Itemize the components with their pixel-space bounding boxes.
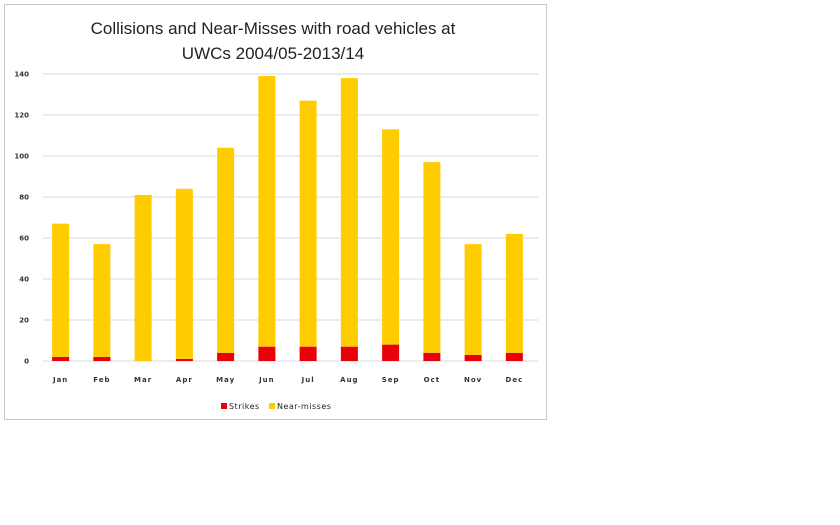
x-tick-label-apr: Apr [176, 376, 193, 384]
y-tick-label: 80 [19, 194, 29, 202]
bar-near-misses-feb [93, 244, 111, 357]
bar-strikes-dec [505, 352, 523, 361]
y-tick-label: 20 [19, 317, 29, 325]
bar-near-misses-oct [423, 162, 441, 353]
legend-swatch-strikes [221, 403, 227, 409]
bar-strikes-oct [423, 352, 441, 361]
y-tick-label: 0 [24, 358, 29, 366]
chart-svg: Collisions and Near-Misses with road veh… [14, 19, 538, 411]
bar-strikes-jul [299, 346, 317, 361]
legend: Strikes Near-misses [221, 402, 331, 411]
chart-frame: Collisions and Near-Misses with road veh… [4, 4, 547, 420]
bar-strikes-may [217, 352, 235, 361]
bar-strikes-sep [382, 344, 400, 361]
x-tick-label-sep: Sep [382, 376, 400, 384]
y-tick-label: 40 [19, 276, 29, 284]
bar-near-misses-nov [464, 244, 482, 355]
bar-near-misses-dec [505, 233, 523, 353]
x-tick-label-jan: Jan [52, 376, 68, 384]
bar-strikes-jan [52, 356, 70, 361]
bar-near-misses-apr [175, 188, 193, 359]
legend-label-near-misses: Near-misses [277, 402, 331, 411]
bar-strikes-aug [340, 346, 358, 361]
bar-near-misses-mar [134, 194, 152, 361]
bar-strikes-feb [93, 356, 111, 361]
y-tick-labels: 0 20 40 60 80 100 120 140 [14, 71, 29, 366]
bar-strikes-nov [464, 354, 482, 361]
bars [52, 76, 523, 361]
bar-strikes-apr [175, 358, 193, 361]
gridlines [43, 73, 538, 362]
y-tick-label: 120 [14, 112, 29, 120]
x-tick-label-mar: Mar [134, 376, 152, 384]
x-tick-label-may: May [216, 376, 235, 384]
legend-swatch-near-misses [269, 403, 275, 409]
y-tick-label: 100 [14, 153, 29, 161]
x-tick-label-nov: Nov [464, 376, 482, 384]
bar-near-misses-sep [382, 129, 400, 345]
x-tick-label-aug: Aug [340, 376, 358, 384]
y-tick-label: 140 [14, 71, 29, 79]
x-tick-label-jul: Jul [301, 376, 315, 384]
x-tick-label-dec: Dec [506, 376, 524, 384]
x-tick-labels: Jan Feb Mar Apr May Jun Jul Aug Sep Oct Nov Dec [52, 376, 524, 384]
chart-title-line-1: Collisions and Near-Misses with road veh… [91, 19, 456, 38]
x-tick-label-jun: Jun [258, 376, 275, 384]
y-tick-label: 60 [19, 235, 29, 243]
x-tick-label-oct: Oct [424, 376, 440, 384]
bar-near-misses-jul [299, 100, 317, 347]
bar-near-misses-jan [52, 223, 70, 357]
legend-label-strikes: Strikes [229, 402, 260, 411]
bar-near-misses-aug [340, 78, 358, 347]
bar-near-misses-may [217, 147, 235, 353]
chart-title-line-2: UWCs 2004/05-2013/14 [182, 44, 364, 63]
bar-strikes-jun [258, 346, 276, 361]
bar-near-misses-jun [258, 76, 276, 347]
x-tick-label-feb: Feb [93, 376, 110, 384]
